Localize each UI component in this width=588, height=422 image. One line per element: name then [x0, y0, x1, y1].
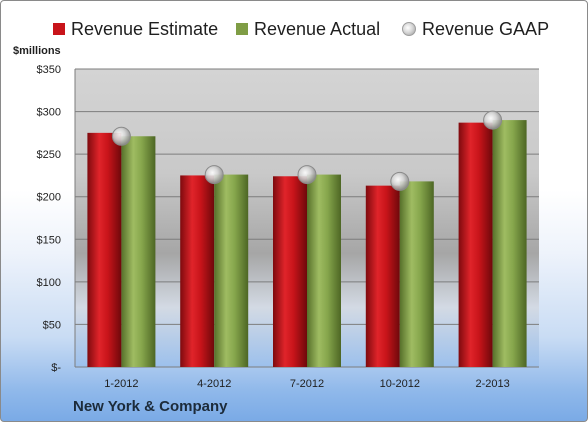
x-tick-label: 4-2012 — [197, 378, 231, 390]
x-tick-label: 7-2012 — [290, 378, 324, 390]
y-tick-label: $350 — [37, 64, 61, 76]
bar-revenue-estimate — [458, 122, 493, 367]
x-tick-label: 2-2013 — [475, 378, 509, 390]
y-tick-label: $250 — [37, 149, 61, 161]
legend-item-gaap: Revenue GAAP — [402, 15, 549, 43]
marker-revenue-gaap — [297, 165, 317, 185]
legend-label-estimate: Revenue Estimate — [71, 18, 219, 39]
y-tick-label: $300 — [37, 107, 61, 119]
bar-revenue-actual — [121, 136, 156, 367]
marker-revenue-gaap — [204, 165, 224, 185]
bar-revenue-estimate — [180, 175, 215, 367]
legend-swatch-estimate — [53, 23, 65, 35]
bar-revenue-actual — [307, 174, 341, 367]
bar-revenue-estimate — [365, 185, 400, 367]
legend-label-gaap: Revenue GAAP — [422, 18, 550, 39]
legend-label-actual: Revenue Actual — [254, 18, 381, 39]
x-tick-label: 10-2012 — [380, 378, 420, 390]
y-axis-unit-label: $millions — [13, 45, 61, 57]
marker-revenue-gaap — [390, 171, 410, 191]
bar-revenue-estimate — [273, 176, 307, 367]
marker-revenue-gaap — [483, 110, 503, 130]
legend: Revenue Estimate Revenue Actual Revenue … — [1, 15, 587, 43]
bar-revenue-estimate — [87, 132, 122, 367]
y-tick-label: $200 — [37, 192, 61, 204]
y-tick-label: $50 — [43, 319, 61, 331]
y-tick-label: $150 — [37, 234, 61, 246]
legend-marker-gaap — [402, 22, 416, 36]
y-tick-label: $100 — [37, 277, 61, 289]
y-tick-label: $- — [51, 362, 61, 374]
bar-revenue-actual — [214, 174, 249, 367]
legend-item-actual: Revenue Actual — [236, 15, 380, 43]
company-name: New York & Company — [73, 398, 228, 415]
legend-item-estimate: Revenue Estimate — [53, 15, 218, 43]
bar-revenue-actual — [399, 181, 434, 367]
marker-revenue-gaap — [111, 126, 131, 146]
x-tick-label: 1-2012 — [104, 378, 138, 390]
legend-swatch-actual — [236, 23, 248, 35]
bar-revenue-actual — [492, 120, 527, 367]
